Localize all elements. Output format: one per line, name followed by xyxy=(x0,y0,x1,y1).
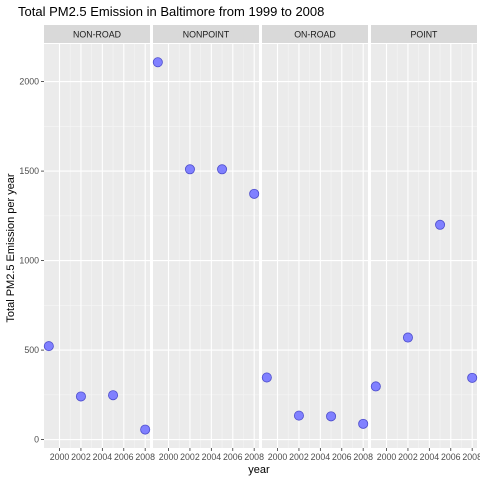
y-axis: 0 500 1000 1500 2000 xyxy=(19,77,44,445)
data-point xyxy=(261,372,272,383)
x-tick-label: 2004 xyxy=(93,452,113,462)
data-point xyxy=(467,372,478,383)
chart-title: Total PM2.5 Emission in Baltimore from 1… xyxy=(18,4,324,19)
x-tick-label: 2000 xyxy=(50,452,70,462)
data-point xyxy=(152,57,163,68)
x-tick-label: 2008 xyxy=(135,452,155,462)
y-tick-label: 500 xyxy=(24,345,39,355)
facet-panel: ON-ROAD 2000 2002 2004 2006 2008 xyxy=(261,25,373,462)
data-point xyxy=(293,410,304,421)
panel-background xyxy=(371,44,477,448)
facet-panel: NONPOINT 2000 2002 2004 2006 2008 xyxy=(152,25,264,462)
data-point xyxy=(402,332,413,343)
data-point xyxy=(75,391,86,402)
x-tick-label: 2004 xyxy=(311,452,331,462)
facet-strip-label: ON-ROAD xyxy=(294,30,336,40)
data-point xyxy=(184,164,195,175)
x-tick-label: 2006 xyxy=(332,452,352,462)
facet-panel: NON-ROAD 2000 2002 2004 2006 2008 xyxy=(43,25,155,462)
x-tick-label: 2000 xyxy=(268,452,288,462)
x-tick-label: 2004 xyxy=(420,452,440,462)
y-tick-label: 1000 xyxy=(19,256,39,266)
x-tick-label: 2008 xyxy=(462,452,480,462)
x-tick-label: 2000 xyxy=(159,452,179,462)
facet-strip xyxy=(44,25,150,43)
data-point xyxy=(43,341,54,352)
x-tick-label: 2006 xyxy=(223,452,243,462)
data-point xyxy=(108,390,119,401)
facet-strip xyxy=(262,25,368,43)
facet-strip-label: POINT xyxy=(411,30,439,40)
panel-background xyxy=(44,44,150,448)
facet-strip-label: NON-ROAD xyxy=(73,30,121,40)
y-tick-label: 2000 xyxy=(19,77,39,87)
panel-background xyxy=(262,44,368,448)
data-point xyxy=(249,188,260,199)
x-tick-label: 2006 xyxy=(114,452,134,462)
y-axis-title: Total PM2.5 Emission per year xyxy=(5,173,17,323)
data-point xyxy=(370,381,381,392)
data-point xyxy=(435,219,446,230)
x-tick-label: 2002 xyxy=(180,452,200,462)
facet-strip xyxy=(371,25,477,43)
facet-strip xyxy=(153,25,259,43)
data-point xyxy=(358,418,369,429)
x-tick-label: 2004 xyxy=(202,452,222,462)
facet-strip-label: NONPOINT xyxy=(183,30,230,40)
x-tick-label: 2008 xyxy=(353,452,373,462)
panel-background xyxy=(153,44,259,448)
data-point xyxy=(140,424,151,435)
x-tick-label: 2008 xyxy=(244,452,264,462)
facet-panel: POINT 2000 2002 2004 2006 2008 xyxy=(370,25,480,462)
x-tick-label: 2002 xyxy=(289,452,309,462)
data-point xyxy=(326,411,337,422)
x-tick-label: 2000 xyxy=(377,452,397,462)
x-tick-label: 2002 xyxy=(71,452,91,462)
x-axis-title: year xyxy=(248,464,270,476)
data-point xyxy=(217,164,228,175)
y-tick-label: 0 xyxy=(34,435,39,445)
y-tick-label: 1500 xyxy=(19,166,39,176)
x-tick-label: 2002 xyxy=(398,452,418,462)
x-tick-label: 2006 xyxy=(441,452,461,462)
